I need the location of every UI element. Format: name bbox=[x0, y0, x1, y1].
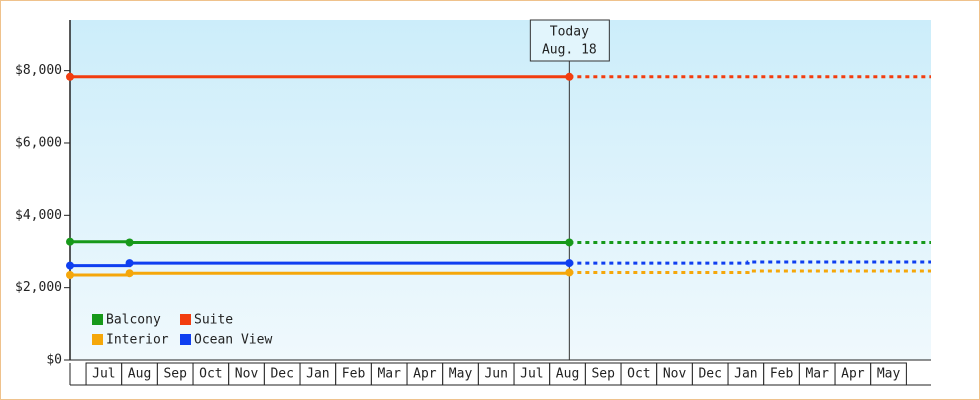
x-tick-label: Oct bbox=[627, 367, 650, 382]
price-point bbox=[66, 271, 74, 279]
x-tick-label: Feb bbox=[770, 367, 794, 382]
y-tick-label: $2,000 bbox=[15, 280, 62, 295]
x-tick-label: Aug bbox=[128, 367, 151, 382]
price-point bbox=[66, 261, 74, 270]
legend-label: Balcony bbox=[106, 313, 161, 328]
price-point bbox=[125, 259, 134, 268]
month-cell bbox=[870, 362, 907, 386]
x-tick-label: Dec bbox=[698, 367, 721, 382]
legend-swatch bbox=[92, 334, 103, 345]
price-point bbox=[66, 237, 74, 246]
x-tick-label: Nov bbox=[663, 367, 687, 382]
x-tick-label: Jul bbox=[92, 367, 115, 382]
price-point bbox=[565, 72, 574, 81]
x-tick-label: May bbox=[877, 367, 901, 382]
x-tick-label: May bbox=[449, 367, 473, 382]
forecast-line bbox=[569, 260, 931, 265]
x-tick-label: Jun bbox=[484, 367, 507, 382]
x-tick-label: Aug bbox=[556, 367, 579, 382]
price-point bbox=[565, 238, 574, 247]
x-tick-label: Jan bbox=[306, 367, 329, 382]
legend-swatch bbox=[180, 334, 191, 345]
x-tick-label: Sep bbox=[591, 367, 615, 382]
forecast-line bbox=[569, 269, 931, 274]
x-tick-label: Nov bbox=[235, 367, 259, 382]
today-box bbox=[529, 19, 610, 62]
x-tick-label: Apr bbox=[413, 367, 437, 382]
plot-area bbox=[70, 20, 931, 360]
legend-swatch bbox=[92, 314, 103, 325]
x-tick-label: Jan bbox=[734, 367, 757, 382]
x-tick-label: Feb bbox=[342, 367, 366, 382]
y-tick-label: $6,000 bbox=[15, 135, 62, 150]
y-tick-label: $4,000 bbox=[15, 208, 62, 223]
price-point bbox=[565, 259, 574, 268]
x-tick-label: Mar bbox=[377, 367, 401, 382]
x-tick-label: Dec bbox=[270, 367, 293, 382]
x-tick-label: Mar bbox=[805, 367, 829, 382]
price-point bbox=[66, 72, 74, 81]
legend-swatch bbox=[180, 314, 191, 325]
x-tick-label: Apr bbox=[841, 367, 865, 382]
x-tick-label: Oct bbox=[199, 367, 222, 382]
price-line bbox=[70, 271, 571, 277]
legend-label: Ocean View bbox=[194, 333, 272, 348]
legend-label: Interior bbox=[106, 333, 169, 348]
price-point bbox=[125, 238, 134, 247]
y-tick-label: $0 bbox=[46, 353, 62, 368]
y-tick-label: $8,000 bbox=[15, 63, 62, 78]
price-point bbox=[565, 268, 574, 277]
today-label: Today bbox=[550, 25, 589, 40]
price-point bbox=[125, 269, 134, 278]
legend-label: Suite bbox=[194, 313, 233, 328]
x-tick-label: Sep bbox=[163, 367, 187, 382]
today-date: Aug. 18 bbox=[542, 43, 597, 58]
x-tick-label: Jul bbox=[520, 367, 543, 382]
price-line bbox=[70, 240, 570, 244]
